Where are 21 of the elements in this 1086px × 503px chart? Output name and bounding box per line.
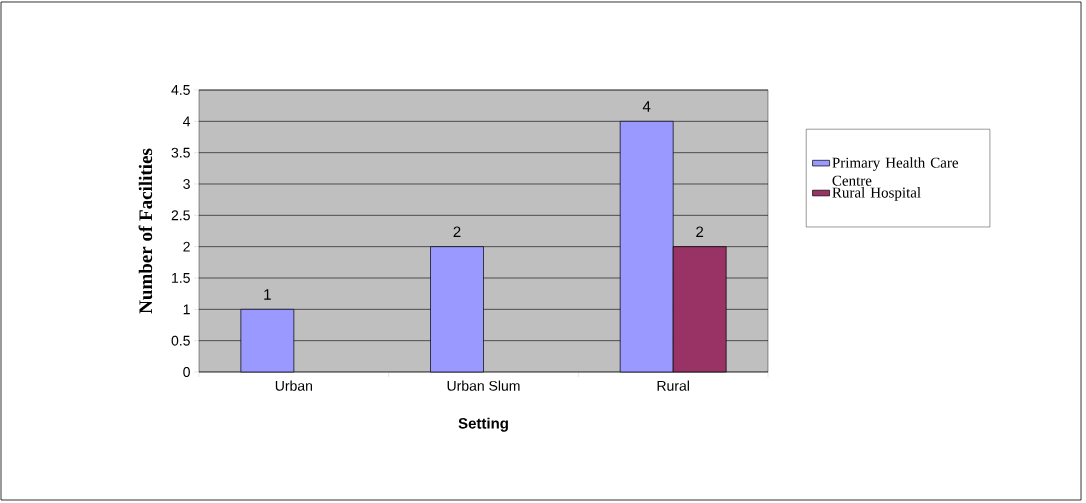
y-tick-label: 1 [183, 304, 190, 315]
y-tick-label: 0.5 [171, 335, 190, 346]
y-axis-title: Number of Facilities [138, 148, 153, 314]
x-axis-title: Setting [458, 417, 508, 432]
data-label: 4 [642, 101, 651, 112]
y-tick-label: 2 [183, 241, 190, 252]
x-tick-label: Urban Slum [447, 380, 520, 391]
y-tick-label: 3.5 [171, 147, 190, 158]
data-label: 1 [264, 289, 271, 300]
y-tick-label: 4.5 [171, 85, 190, 95]
y-tick-label: 0 [183, 367, 190, 377]
legend-label: Primary Health Care Centre [832, 157, 959, 186]
y-tick-label: 2.5 [171, 210, 190, 221]
data-label: 2 [696, 226, 704, 237]
x-tick-label: Rural [657, 380, 689, 391]
legend-label: Rural Hospital [832, 187, 921, 201]
y-tick-label: 4 [183, 116, 191, 127]
y-tick-label: 1.5 [172, 273, 190, 283]
data-label: 2 [453, 226, 461, 237]
x-tick-label: Urban [275, 380, 312, 391]
y-tick-label: 3 [183, 179, 190, 189]
